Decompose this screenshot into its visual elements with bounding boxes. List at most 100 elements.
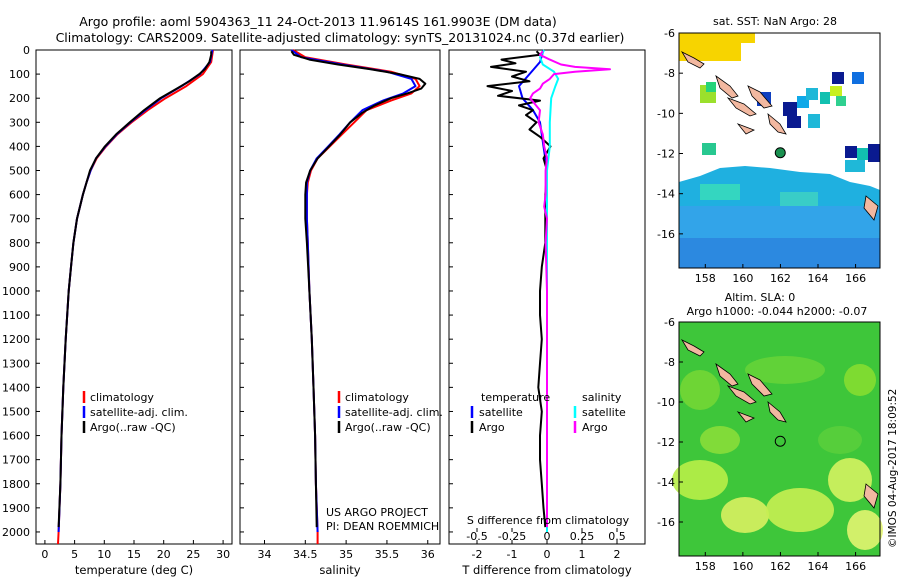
x-tick-label: 0 bbox=[544, 548, 551, 561]
depth-tick-label: 1300 bbox=[2, 357, 30, 370]
island bbox=[715, 74, 739, 99]
legend-label-salinity-satellite: satellite bbox=[582, 406, 626, 419]
sst-pixel bbox=[868, 144, 880, 162]
x-tick-label: 2 bbox=[614, 548, 621, 561]
x-tick-label: -1 bbox=[507, 548, 518, 561]
map-y-tick-label: -6 bbox=[664, 316, 675, 329]
island bbox=[767, 112, 787, 135]
x-tick-label: 35 bbox=[339, 548, 353, 561]
depth-axis: 0 100 200 300 400 500 600 700 800 900 1000 1100 1200… bbox=[2, 44, 40, 539]
sst-map-title: sat. SST: NaN Argo: 28 bbox=[713, 15, 837, 28]
island bbox=[863, 483, 879, 509]
depth-tick-label: 300 bbox=[9, 116, 30, 129]
sst-pixel bbox=[836, 96, 846, 106]
island bbox=[715, 362, 739, 387]
sla-map-title: Altim. SLA: 0 bbox=[725, 291, 796, 304]
salinity-profile-chart: 34 34.5 35 35.5 36 salinity climatology sate… bbox=[239, 49, 443, 577]
depth-tick-label: 1700 bbox=[2, 454, 30, 467]
sla-map-frame bbox=[678, 321, 881, 557]
sst-islands bbox=[680, 51, 879, 221]
sst-pixels bbox=[700, 72, 880, 172]
depth-tick-label: 800 bbox=[9, 237, 30, 250]
map-x-tick-label: 164 bbox=[808, 560, 829, 573]
sst-map-axes: 158 160 162 164 166 -6 -8 -10 -12 -14 -16 bbox=[657, 27, 866, 285]
map-x-tick-label: 162 bbox=[770, 560, 791, 573]
header-title-line1: Argo profile: aoml 5904363_11 24-Oct-201… bbox=[79, 14, 557, 29]
s-difference-axis: -0.5 -0.25 0 0.25 0.5 bbox=[466, 528, 626, 543]
temperature-x-label: temperature (deg C) bbox=[75, 563, 193, 577]
sst-pixel bbox=[852, 72, 864, 84]
map-x-tick-label: 160 bbox=[732, 272, 753, 285]
sst-pixel bbox=[702, 143, 716, 155]
island bbox=[736, 123, 755, 135]
x-tick-label: 30 bbox=[216, 548, 230, 561]
depth-tick-label: 1900 bbox=[2, 502, 30, 515]
t-difference-label: T difference from climatology bbox=[461, 563, 632, 577]
depth-tick-label: 900 bbox=[9, 261, 30, 274]
x-tick-label: 0 bbox=[41, 548, 48, 561]
legend-label-salinity-argo: Argo bbox=[582, 421, 608, 434]
temperature-plot-frame bbox=[35, 49, 233, 545]
x-tick-label: 5 bbox=[71, 548, 78, 561]
temperature-profile-chart: 0100200300400500600700800900100011001200… bbox=[2, 44, 233, 577]
sst-pixel bbox=[820, 92, 830, 104]
sst-coverage-band bbox=[700, 184, 740, 200]
map-y-tick-label: -16 bbox=[657, 228, 675, 241]
legend-label-argo: Argo(..raw -QC) bbox=[90, 421, 176, 434]
sla-patch bbox=[672, 460, 728, 500]
map-y-tick-label: -14 bbox=[657, 476, 675, 489]
salinity-series bbox=[290, 49, 427, 544]
map-x-tick-label: 164 bbox=[808, 272, 829, 285]
depth-tick-label: 100 bbox=[9, 68, 30, 81]
sst-coverage-band bbox=[780, 192, 818, 206]
sla-map-axes: 158 160 162 164 166 -6 -8 -10 -12 -14 -16 bbox=[657, 316, 866, 573]
island bbox=[863, 195, 879, 221]
x-tick-label: 15 bbox=[127, 548, 141, 561]
sst-pixel bbox=[845, 160, 865, 172]
sst-pixel bbox=[808, 114, 820, 128]
island bbox=[726, 97, 757, 117]
legend-label-satellite-adj: satellite-adj. clim. bbox=[90, 406, 188, 419]
map-x-tick-label: 158 bbox=[695, 560, 716, 573]
credits-pi: PI: DEAN ROEMMICH bbox=[326, 520, 439, 533]
sst-pixel bbox=[857, 148, 869, 160]
island bbox=[736, 411, 755, 423]
x-tick-label: 1 bbox=[579, 548, 586, 561]
map-y-tick-label: -8 bbox=[664, 356, 675, 369]
x-tick-label: 35.5 bbox=[375, 548, 400, 561]
depth-tick-label: 400 bbox=[9, 140, 30, 153]
depth-tick-label: 0 bbox=[23, 44, 30, 57]
map-y-tick-label: -16 bbox=[657, 516, 675, 529]
series-line-temperature-argo bbox=[486, 50, 552, 528]
s-tick-label: 0.5 bbox=[608, 530, 626, 543]
salinity-x-axis: 34 34.5 35 35.5 36 bbox=[240, 49, 435, 561]
map-x-tick-label: 166 bbox=[845, 560, 866, 573]
sla-patch bbox=[847, 510, 883, 550]
island bbox=[747, 85, 773, 109]
depth-tick-label: 1200 bbox=[2, 333, 30, 346]
sla-map: Altim. SLA: 0 Argo h1000: -0.044 h2000: … bbox=[657, 291, 883, 573]
s-tick-label: 0 bbox=[544, 530, 551, 543]
map-x-tick-label: 158 bbox=[695, 272, 716, 285]
depth-tick-label: 1100 bbox=[2, 309, 30, 322]
argo-float-marker bbox=[774, 147, 786, 159]
s-tick-label: -0.5 bbox=[466, 530, 487, 543]
temperature-legend: climatology satellite-adj. clim. Argo(..… bbox=[82, 391, 188, 434]
island bbox=[726, 385, 757, 405]
sla-patch bbox=[828, 458, 872, 502]
header-title-line2: Climatology: CARS2009. Satellite-adjuste… bbox=[56, 30, 625, 45]
sst-coverage-band bbox=[679, 206, 880, 238]
s-tick-label: 0.25 bbox=[570, 530, 595, 543]
series-line-argo-raw-qc- bbox=[290, 50, 427, 528]
map-y-tick-label: -8 bbox=[664, 67, 675, 80]
sla-islands bbox=[680, 339, 879, 509]
map-y-tick-label: -14 bbox=[657, 188, 675, 201]
legend-label-temperature-argo: Argo bbox=[479, 421, 505, 434]
sst-pixel bbox=[806, 88, 818, 100]
temperature-x-axis: 0 5 10 15 20 25 30 bbox=[41, 540, 230, 561]
sst-pixel bbox=[787, 116, 801, 128]
salinity-legend: climatology satellite-adj. clim. Argo(..… bbox=[337, 391, 443, 434]
map-y-tick-label: -12 bbox=[657, 436, 675, 449]
x-tick-label: 20 bbox=[157, 548, 171, 561]
